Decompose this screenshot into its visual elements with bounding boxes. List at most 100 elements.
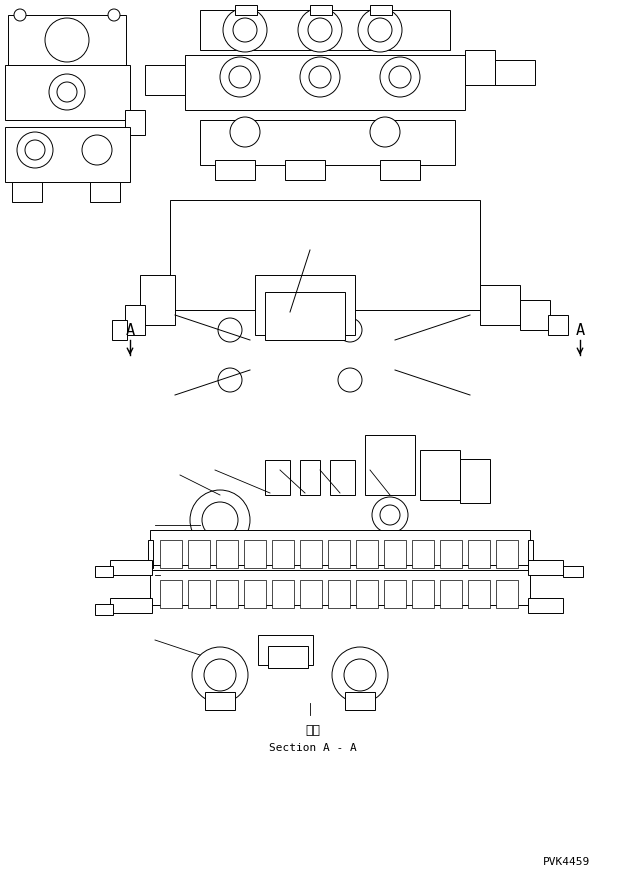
- Bar: [520, 300, 550, 330]
- Circle shape: [338, 368, 362, 392]
- Circle shape: [190, 490, 250, 550]
- Circle shape: [57, 82, 77, 102]
- Circle shape: [233, 18, 257, 42]
- Bar: [300, 580, 322, 608]
- Bar: [328, 580, 350, 608]
- Bar: [272, 540, 294, 568]
- Circle shape: [218, 368, 242, 392]
- Bar: [460, 459, 490, 503]
- Bar: [244, 540, 266, 568]
- Circle shape: [229, 66, 251, 88]
- Bar: [480, 285, 520, 325]
- Bar: [12, 182, 42, 202]
- Bar: [112, 320, 127, 340]
- Bar: [528, 560, 563, 575]
- Circle shape: [82, 135, 112, 165]
- Bar: [495, 60, 535, 85]
- Bar: [356, 540, 378, 568]
- Bar: [90, 182, 120, 202]
- Bar: [95, 566, 113, 577]
- Circle shape: [25, 140, 45, 160]
- Circle shape: [230, 117, 260, 147]
- Circle shape: [223, 8, 267, 52]
- Bar: [300, 540, 322, 568]
- Bar: [465, 50, 495, 85]
- Circle shape: [300, 57, 340, 97]
- Bar: [265, 292, 345, 340]
- Bar: [412, 540, 434, 568]
- Bar: [216, 580, 238, 608]
- Bar: [328, 540, 350, 568]
- Bar: [150, 530, 530, 565]
- Bar: [110, 598, 152, 613]
- Bar: [255, 275, 355, 335]
- Bar: [95, 604, 113, 615]
- Circle shape: [45, 18, 89, 62]
- Text: 断面: 断面: [305, 723, 321, 737]
- Bar: [468, 580, 490, 608]
- Bar: [468, 540, 490, 568]
- Circle shape: [338, 318, 362, 342]
- Bar: [370, 5, 392, 15]
- Circle shape: [108, 9, 120, 21]
- Bar: [380, 160, 420, 180]
- Circle shape: [358, 8, 402, 52]
- Bar: [200, 120, 455, 165]
- Bar: [285, 160, 325, 180]
- Circle shape: [380, 57, 420, 97]
- Bar: [268, 646, 308, 668]
- Text: Section A - A: Section A - A: [269, 743, 357, 753]
- Bar: [265, 460, 290, 495]
- Bar: [412, 580, 434, 608]
- Bar: [563, 566, 583, 577]
- Bar: [5, 65, 130, 120]
- Circle shape: [380, 505, 400, 525]
- Circle shape: [370, 117, 400, 147]
- Bar: [148, 540, 153, 568]
- Bar: [420, 450, 460, 500]
- Bar: [356, 580, 378, 608]
- Bar: [150, 570, 530, 605]
- Circle shape: [372, 497, 408, 533]
- Bar: [145, 65, 185, 95]
- Bar: [345, 692, 375, 710]
- Bar: [125, 305, 145, 335]
- Bar: [215, 160, 255, 180]
- Text: A: A: [575, 322, 585, 338]
- Bar: [272, 580, 294, 608]
- Circle shape: [344, 659, 376, 691]
- Circle shape: [218, 318, 242, 342]
- Text: A: A: [125, 322, 135, 338]
- Bar: [244, 580, 266, 608]
- Bar: [160, 580, 182, 608]
- Circle shape: [332, 647, 388, 703]
- Text: PVK4459: PVK4459: [543, 857, 590, 867]
- Bar: [188, 580, 210, 608]
- Circle shape: [192, 647, 248, 703]
- Bar: [185, 55, 465, 110]
- Bar: [188, 540, 210, 568]
- Circle shape: [204, 659, 236, 691]
- Bar: [5, 127, 130, 182]
- Circle shape: [14, 9, 26, 21]
- Bar: [496, 540, 518, 568]
- Bar: [205, 692, 235, 710]
- Bar: [384, 540, 406, 568]
- Bar: [160, 540, 182, 568]
- Bar: [8, 15, 126, 65]
- Bar: [496, 580, 518, 608]
- Bar: [300, 460, 320, 495]
- Bar: [330, 460, 355, 495]
- Circle shape: [220, 57, 260, 97]
- Bar: [110, 560, 152, 575]
- Circle shape: [389, 66, 411, 88]
- Bar: [170, 200, 480, 310]
- Circle shape: [308, 18, 332, 42]
- Bar: [528, 540, 533, 568]
- Bar: [200, 10, 450, 50]
- Bar: [440, 540, 462, 568]
- Bar: [235, 5, 257, 15]
- Circle shape: [309, 66, 331, 88]
- Bar: [528, 598, 563, 613]
- Bar: [548, 315, 568, 335]
